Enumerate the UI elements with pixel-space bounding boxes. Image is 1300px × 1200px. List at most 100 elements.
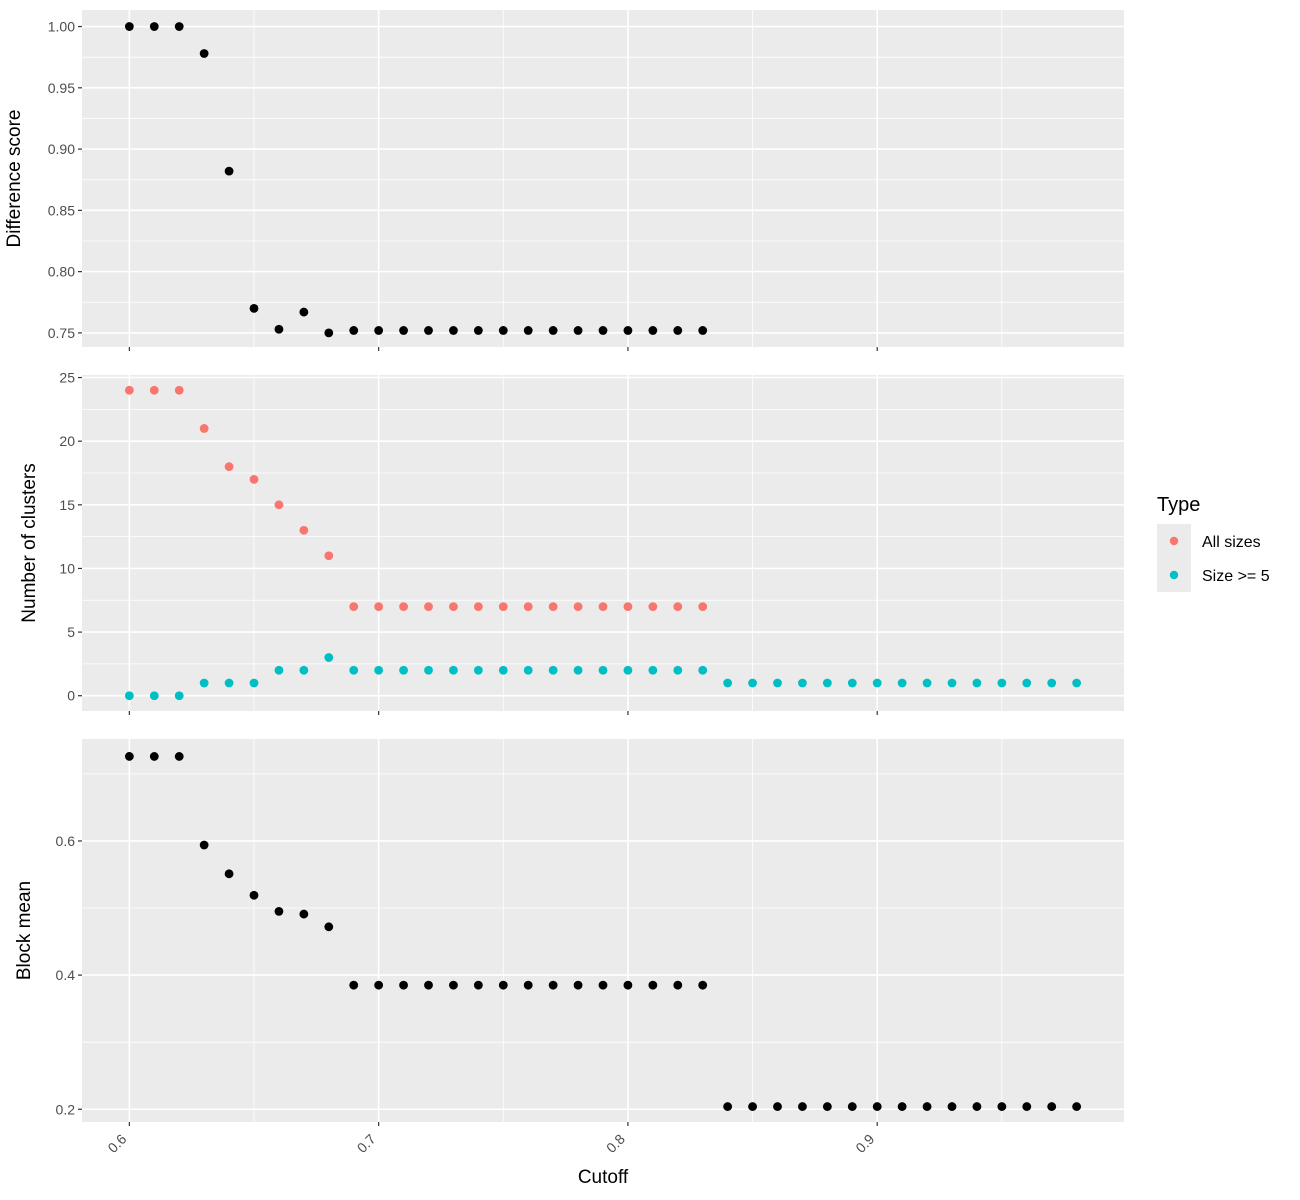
point-middle-1-0-68 [324,653,334,662]
point-bottom-0-0-88 [822,1102,832,1111]
point-middle-0-0-69 [349,602,359,612]
point-middle-1-0-7 [374,665,384,675]
point-middle-1-0-97 [1047,678,1057,688]
point-middle-0-0-72 [424,602,433,612]
point-top-0-0-61 [149,22,159,31]
point-middle-0-0-65 [249,474,259,484]
point-bottom-0-0-69 [349,980,359,990]
y-axis-title-top: Difference score [4,110,25,248]
point-bottom-0-0-6 [124,752,134,761]
point-middle-1-0-96 [1022,678,1032,688]
point-top-0-0-81 [648,326,658,335]
panel-top-background [82,10,1124,347]
point-middle-1-0-91 [897,678,907,688]
point-bottom-0-0-95 [997,1102,1007,1111]
point-middle-0-0-75 [498,602,508,612]
point-bottom-0-0-96 [1022,1102,1032,1111]
point-middle-0-0-77 [548,602,558,612]
point-top-0-0-78 [573,326,583,335]
point-middle-0-0-76 [523,602,533,612]
point-middle-1-0-66 [274,665,284,675]
point-bottom-0-0-94 [972,1102,982,1111]
point-middle-1-0-93 [947,678,957,688]
point-middle-1-0-71 [399,665,408,675]
y-tick-label: 5 [67,624,75,640]
point-bottom-0-0-9 [872,1102,882,1111]
point-middle-0-0-7 [374,602,384,612]
point-middle-0-0-78 [573,602,583,612]
legend: Type All sizes Size >= 5 [1157,494,1270,592]
panel-top: 0.75 0.80 0.85 0.90 0.95 1.00 Difference score [4,10,1124,351]
point-bottom-0-0-72 [424,980,433,990]
y-tick-label: 10 [59,560,75,576]
point-middle-1-0-72 [424,665,433,675]
legend-key-all-sizes [1169,536,1179,546]
point-bottom-0-0-85 [748,1102,757,1111]
point-bottom-0-0-7 [374,980,384,990]
point-top-0-0-7 [374,326,384,335]
point-top-0-0-69 [349,326,359,335]
point-top-0-0-6 [124,22,134,31]
point-bottom-0-0-83 [698,980,708,990]
point-middle-0-0-73 [449,602,458,612]
point-top-0-0-71 [399,326,408,335]
point-bottom-0-0-8 [623,980,633,990]
point-middle-1-0-88 [822,678,832,688]
point-bottom-0-0-78 [573,980,583,990]
point-bottom-0-0-82 [673,980,683,990]
point-bottom-0-0-93 [947,1102,957,1111]
y-tick-label: 0.90 [48,141,75,157]
point-middle-1-0-9 [872,678,882,688]
panels: 0.75 0.80 0.85 0.90 0.95 1.00 Difference score… [4,10,1124,1156]
point-middle-1-0-78 [573,665,583,675]
y-tick-label: 0.6 [56,833,76,849]
point-top-0-0-64 [224,166,234,176]
y-tick-label: 20 [59,433,75,449]
point-middle-1-0-89 [847,678,857,688]
point-middle-0-0-67 [299,525,309,535]
point-bottom-0-0-76 [523,980,533,990]
point-top-0-0-77 [548,326,558,335]
legend-key-size-5 [1169,570,1179,580]
legend-label-all-sizes: All sizes [1202,534,1261,551]
point-middle-1-0-69 [349,665,359,675]
point-middle-1-0-67 [299,665,309,675]
point-middle-1-0-73 [449,665,458,675]
legend-label-size-5: Size >= 5 [1202,568,1270,585]
point-bottom-0-0-68 [324,922,334,932]
point-middle-0-0-79 [598,602,608,612]
point-bottom-0-0-79 [598,980,608,990]
point-middle-0-0-63 [199,424,209,433]
point-middle-1-0-95 [997,678,1007,688]
y-tick-label: 0.2 [56,1101,76,1117]
point-bottom-0-0-73 [449,980,458,990]
y-tick-label: 0.4 [56,967,76,983]
point-middle-1-0-85 [748,678,757,688]
point-top-0-0-63 [199,49,209,58]
point-top-0-0-66 [274,324,284,334]
point-middle-0-0-82 [673,602,683,612]
point-middle-1-0-84 [723,678,733,688]
point-middle-1-0-98 [1072,678,1082,688]
point-middle-1-0-61 [149,691,159,701]
point-bottom-0-0-97 [1047,1102,1057,1111]
point-top-0-0-74 [473,326,483,335]
point-top-0-0-79 [598,326,608,335]
y-tick-label: 0.80 [48,264,75,280]
point-middle-1-0-6 [124,691,134,701]
point-top-0-0-82 [673,326,683,335]
series-bottom-0 [124,752,1082,1111]
point-middle-1-0-82 [673,665,683,675]
point-middle-0-0-6 [124,385,134,395]
series-middle-1 [124,653,1082,701]
point-top-0-0-83 [698,326,708,335]
point-bottom-0-0-84 [723,1102,733,1111]
point-bottom-0-0-61 [149,752,159,761]
panel-middle-background [82,375,1124,711]
point-middle-1-0-75 [498,665,508,675]
point-top-0-0-68 [324,328,334,338]
y-axis-title-middle: Number of clusters [19,463,40,622]
point-middle-0-0-83 [698,602,708,612]
